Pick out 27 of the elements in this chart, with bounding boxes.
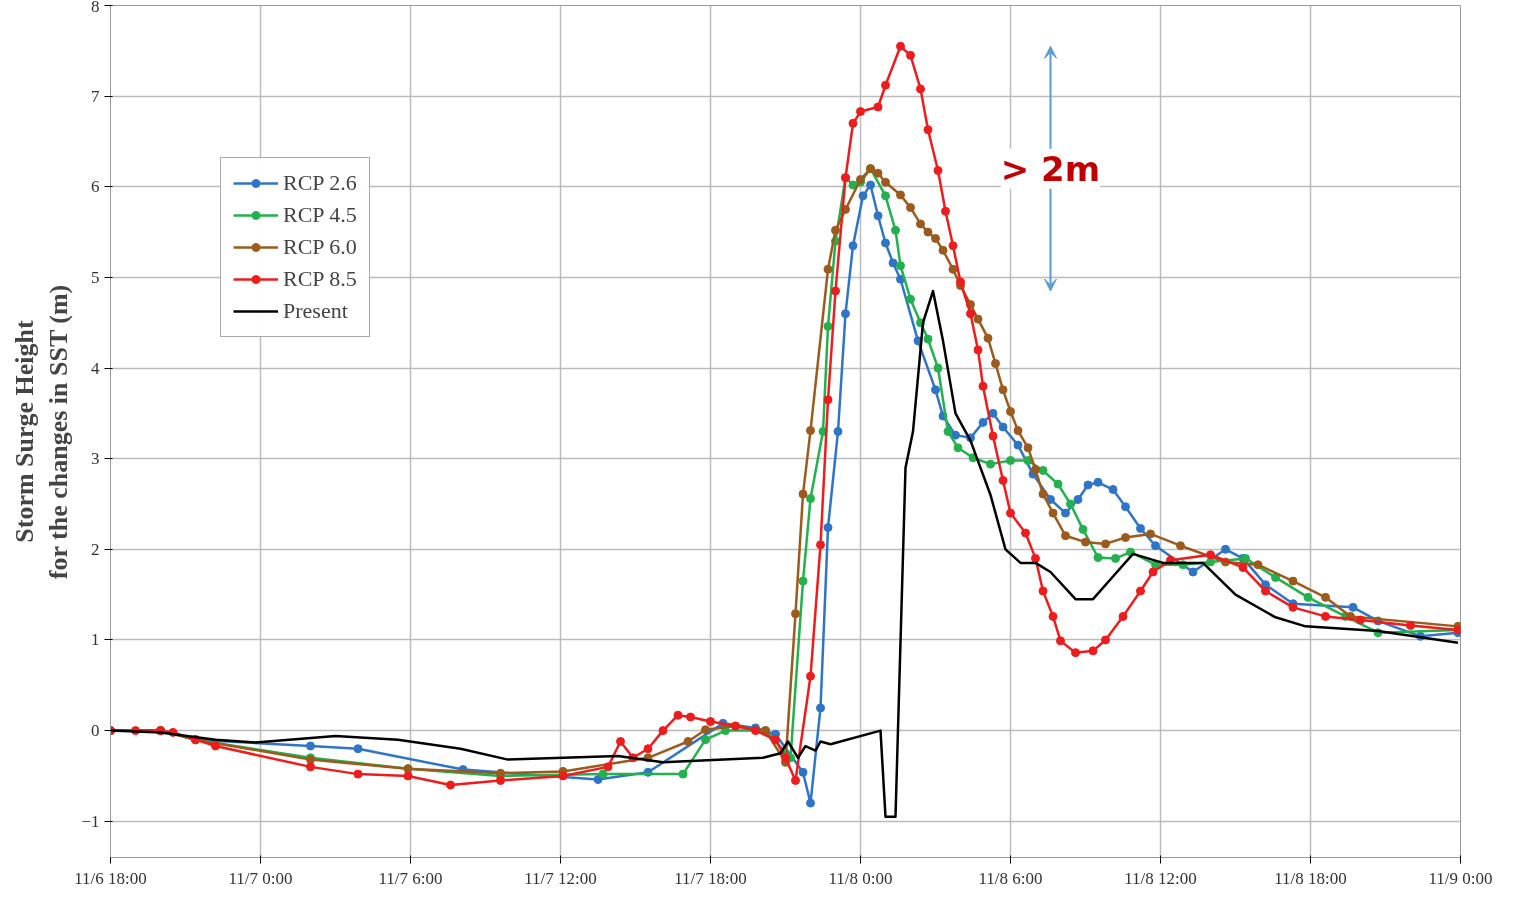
x-tick-label: 11/7 6:00 <box>378 868 443 888</box>
legend-label: Present <box>283 298 348 324</box>
y-tick-label: 1 <box>91 630 100 650</box>
y-tick-label: 3 <box>91 449 100 469</box>
x-tick-label: 11/9 0:00 <box>1428 868 1493 888</box>
y-axis-title: Storm Surge Height for the changes in SST (m) <box>9 284 74 580</box>
y-tick-label: 6 <box>91 177 100 197</box>
annotation: > 2m <box>1000 148 1101 189</box>
x-tick-label: 11/8 18:00 <box>1274 868 1347 888</box>
x-tick-label: 11/7 0:00 <box>228 868 293 888</box>
y-tick-label: 2 <box>91 539 100 559</box>
y-tick-label: 4 <box>91 358 100 378</box>
legend-label: RCP 6.0 <box>283 234 357 260</box>
y-tick-label: 7 <box>91 86 100 106</box>
x-tick-label: 11/7 18:00 <box>674 868 747 888</box>
y-tick-label: 8 <box>91 0 100 16</box>
y-tick-label: 5 <box>91 267 100 287</box>
x-tick-label: 11/6 18:00 <box>74 868 147 888</box>
x-tick-label: 11/8 12:00 <box>1124 868 1197 888</box>
y-tick-label: 0 <box>91 721 100 741</box>
x-tick-label: 11/8 6:00 <box>978 868 1043 888</box>
legend-label: RCP 8.5 <box>283 266 357 292</box>
y-tick-label: −1 <box>81 811 100 831</box>
x-tick-label: 11/7 12:00 <box>524 868 597 888</box>
legend-label: RCP 4.5 <box>283 202 357 228</box>
legend-label: RCP 2.6 <box>283 170 357 196</box>
x-tick-label: 11/8 0:00 <box>828 868 893 888</box>
